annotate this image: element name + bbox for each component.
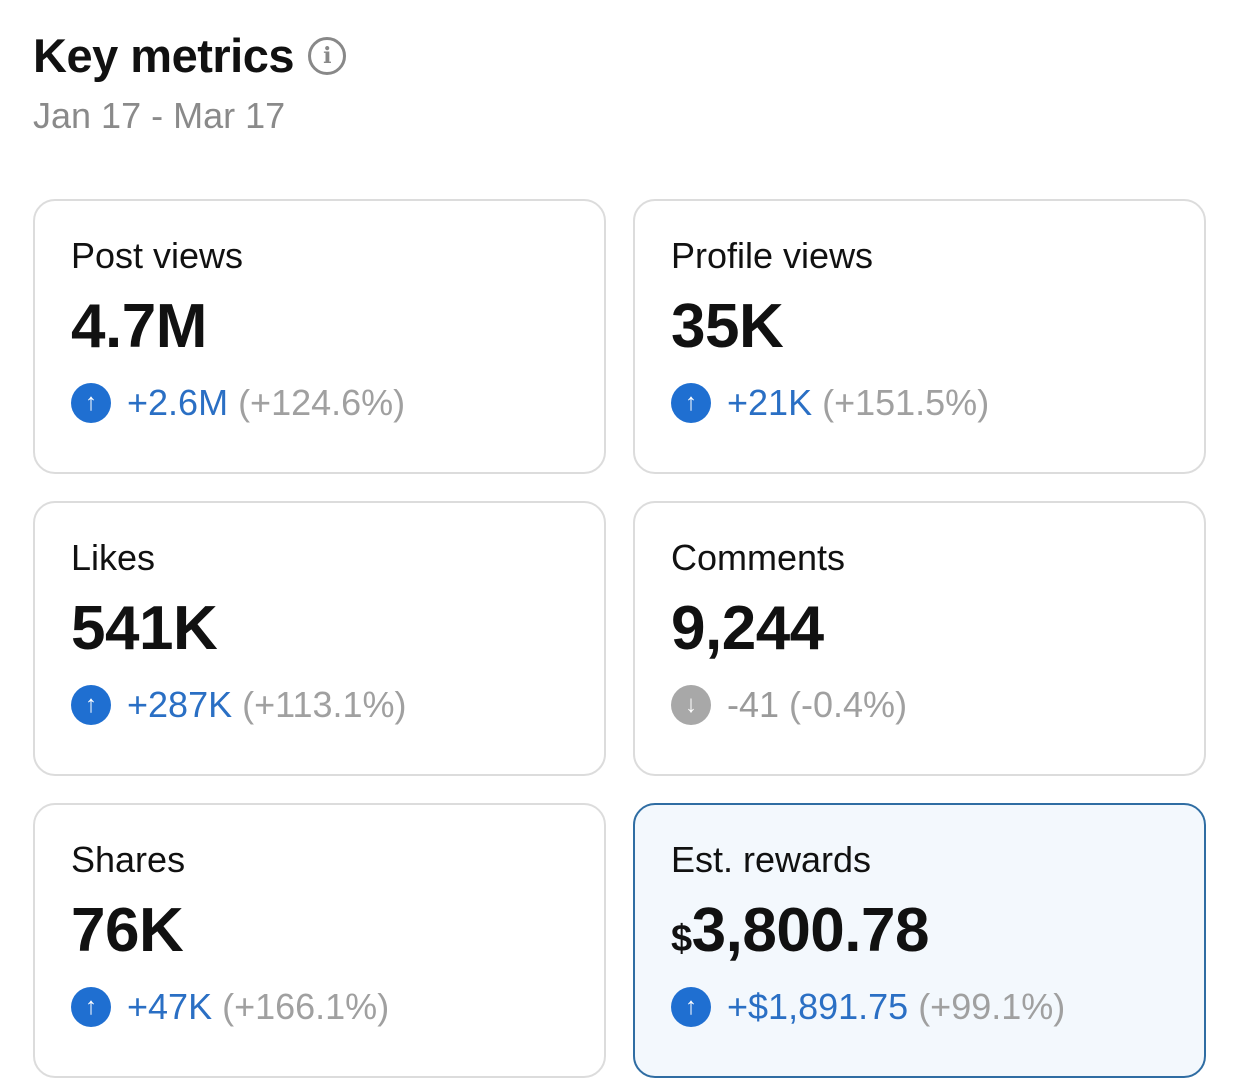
- arrow-up-icon: ↑: [671, 987, 711, 1027]
- metric-value: 9,244: [671, 594, 824, 663]
- header: Key metrics i Jan 17 - Mar 17: [33, 28, 346, 137]
- metric-label: Shares: [71, 839, 186, 880]
- metric-value: 541K: [71, 594, 218, 663]
- metric-label: Profile views: [671, 235, 874, 276]
- metric-amount: 3,800.78: [691, 896, 930, 965]
- metric-delta: +287K: [127, 684, 233, 725]
- arrow-down-icon: ↓: [671, 685, 711, 725]
- metric-change: ↑ +21K (+151.5%): [671, 382, 1204, 424]
- metrics-grid: Post views 4.7M ↑ +2.6M (+124.6%) Profil…: [33, 199, 1206, 1078]
- metric-change: ↑ +2.6M (+124.6%): [71, 382, 604, 424]
- date-range: Jan 17 - Mar 17: [33, 95, 286, 136]
- metric-label: Post views: [71, 235, 244, 276]
- metric-delta: +21K: [727, 382, 813, 423]
- metric-card-est-rewards[interactable]: Est. rewards $3,800.78 ↑ +$1,891.75 (+99…: [633, 803, 1206, 1078]
- metric-delta: +$1,891.75: [727, 986, 909, 1027]
- arrow-up-icon: ↑: [71, 383, 111, 423]
- arrow-up-icon: ↑: [71, 685, 111, 725]
- metric-value: 35K: [671, 292, 784, 361]
- metric-delta: +2.6M: [127, 382, 229, 423]
- metric-percent: (-0.4%): [789, 684, 908, 725]
- arrow-up-icon: ↑: [671, 383, 711, 423]
- metric-percent: (+151.5%): [822, 382, 990, 423]
- metric-label: Likes: [71, 537, 156, 578]
- arrow-up-icon: ↑: [71, 987, 111, 1027]
- metric-card-shares[interactable]: Shares 76K ↑ +47K (+166.1%): [33, 803, 606, 1078]
- metric-card-profile-views[interactable]: Profile views 35K ↑ +21K (+151.5%): [633, 199, 1206, 474]
- title-text: Key metrics: [33, 29, 295, 82]
- metric-percent: (+113.1%): [242, 684, 407, 725]
- currency-symbol: $: [671, 918, 692, 960]
- metric-change: ↑ +287K (+113.1%): [71, 684, 604, 726]
- metric-card-likes[interactable]: Likes 541K ↑ +287K (+113.1%): [33, 501, 606, 776]
- metric-delta: +47K: [127, 986, 213, 1027]
- metric-percent: (+124.6%): [238, 382, 406, 423]
- metric-percent: (+166.1%): [222, 986, 390, 1027]
- metric-change: ↑ +$1,891.75 (+99.1%): [671, 986, 1204, 1028]
- metric-change: ↓ -41 (-0.4%): [671, 684, 1204, 726]
- metric-label: Est. rewards: [671, 839, 872, 880]
- metric-percent: (+99.1%): [918, 986, 1066, 1027]
- metric-card-post-views[interactable]: Post views 4.7M ↑ +2.6M (+124.6%): [33, 199, 606, 474]
- metric-change: ↑ +47K (+166.1%): [71, 986, 604, 1028]
- info-icon[interactable]: i: [308, 36, 346, 75]
- metric-value: 76K: [71, 896, 184, 965]
- page-title: Key metrics i: [33, 28, 346, 83]
- metric-value: $3,800.78: [671, 895, 1204, 966]
- metric-delta: -41: [727, 684, 780, 725]
- metric-label: Comments: [671, 537, 846, 578]
- metric-card-comments[interactable]: Comments 9,244 ↓ -41 (-0.4%): [633, 501, 1206, 776]
- metric-value: 4.7M: [71, 292, 207, 361]
